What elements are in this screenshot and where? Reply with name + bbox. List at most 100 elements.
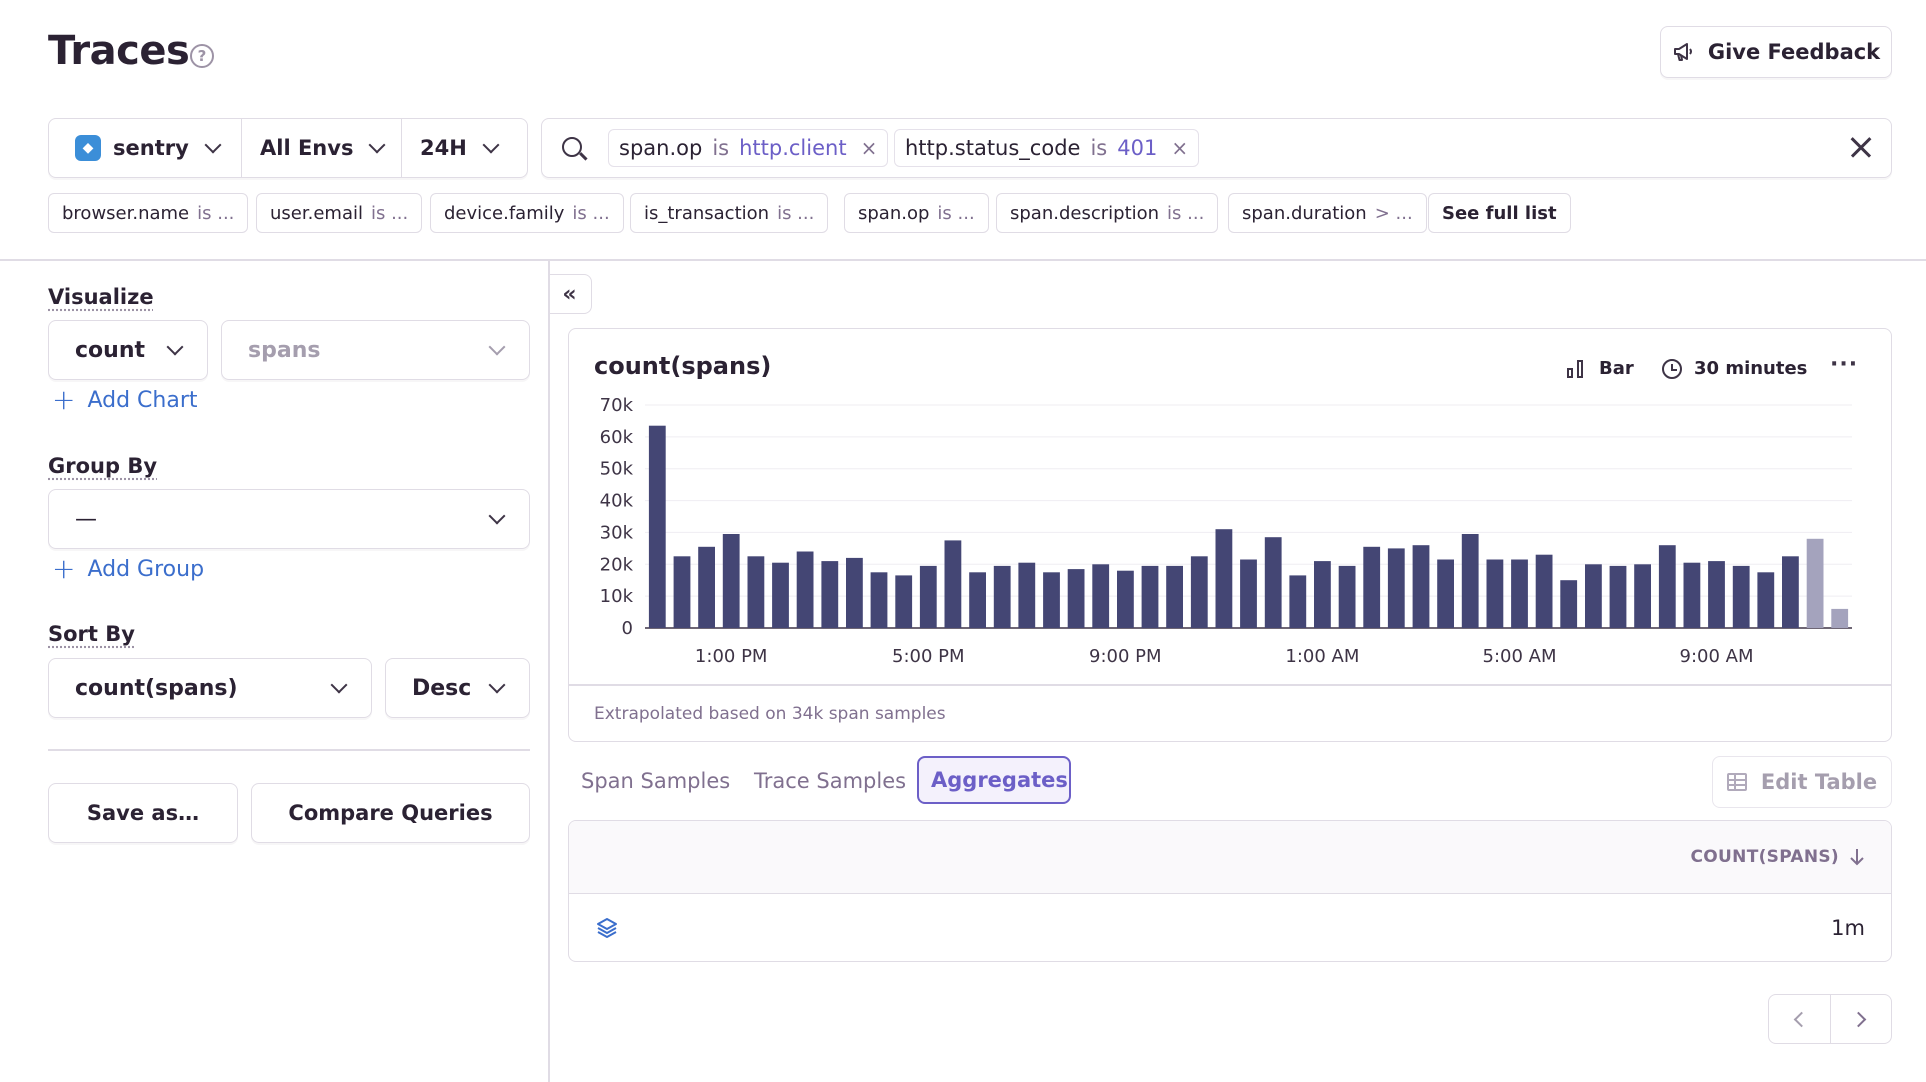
interval-selector[interactable]: 30 minutes [1662, 358, 1807, 379]
project-label: sentry [113, 136, 189, 160]
token-value[interactable]: http.client [739, 136, 847, 160]
chart-bar[interactable] [969, 572, 986, 629]
chart-bar[interactable] [821, 561, 839, 628]
filter-key-chip[interactable]: user.email is ... [256, 193, 423, 233]
project-selector[interactable]: ◆ sentry [49, 119, 241, 177]
chart-bar[interactable] [1190, 556, 1208, 628]
visualize-function-select[interactable]: count [48, 320, 208, 380]
chart-bar[interactable] [846, 557, 863, 628]
next-page-button[interactable] [1829, 995, 1892, 1043]
chart-bar[interactable] [673, 556, 691, 628]
chart-bar[interactable] [1831, 608, 1849, 628]
chart-bar[interactable] [1461, 534, 1479, 628]
chart-bar[interactable] [1732, 565, 1750, 628]
save-as-button[interactable]: Save as… [48, 783, 238, 843]
tab-trace-samples[interactable]: Trace Samples [754, 769, 907, 793]
previous-page-button[interactable] [1769, 995, 1830, 1043]
chart-bar[interactable] [1141, 565, 1159, 628]
visualize-field-select[interactable]: spans [221, 320, 530, 380]
chart-bar[interactable] [1437, 559, 1454, 629]
chart-bar[interactable] [1560, 580, 1578, 628]
chart-bar[interactable] [1117, 570, 1134, 628]
chart-bar[interactable] [1166, 565, 1183, 628]
chart-bar[interactable] [1092, 564, 1110, 628]
chart-bar[interactable] [1018, 562, 1036, 628]
filter-key-chip[interactable]: span.description is ... [996, 193, 1219, 233]
chart-bar[interactable] [1314, 561, 1331, 628]
chart-bar[interactable] [1486, 559, 1504, 629]
filter-key-chip[interactable]: span.duration > ... [1228, 193, 1427, 233]
clear-search-icon[interactable] [1847, 133, 1875, 161]
chart-bar[interactable] [1658, 545, 1676, 628]
chart-bar[interactable] [1757, 572, 1775, 629]
sort-field-select[interactable]: count(spans) [48, 658, 372, 718]
token-operator[interactable]: is [1090, 136, 1108, 160]
chart-bar[interactable] [747, 556, 765, 628]
chart-bar[interactable] [1535, 554, 1553, 628]
compare-queries-button[interactable]: Compare Queries [251, 783, 530, 843]
chart-bar[interactable] [1634, 564, 1651, 628]
panel-divider [548, 259, 550, 1082]
chart-bar[interactable] [1289, 575, 1307, 628]
chart-bar[interactable] [1511, 559, 1528, 629]
search-bar[interactable]: span.op is http.client × http.status_cod… [541, 118, 1892, 178]
search-token[interactable]: span.op is http.client × [608, 129, 889, 167]
give-feedback-button[interactable]: Give Feedback [1660, 26, 1892, 78]
remove-token-icon[interactable]: × [1171, 136, 1189, 160]
chart-bar[interactable] [796, 551, 814, 629]
chart-bar[interactable] [944, 540, 962, 628]
chart-bar[interactable] [1782, 556, 1799, 628]
add-group-button[interactable]: + Add Group [52, 555, 204, 583]
remove-token-icon[interactable]: × [860, 136, 878, 160]
chart-bar[interactable] [1806, 538, 1824, 628]
collapse-panel-button[interactable]: « [548, 274, 592, 314]
group-by-select[interactable]: — [48, 489, 530, 549]
search-token[interactable]: http.status_code is 401 × [894, 129, 1200, 167]
chart-bar[interactable] [1067, 569, 1085, 628]
filter-key-chip[interactable]: is_transaction is ... [630, 193, 829, 233]
chart-bar[interactable] [1338, 565, 1356, 628]
chart-bar[interactable] [722, 534, 740, 628]
filter-key-chip[interactable]: device.family is ... [430, 193, 624, 233]
token-value[interactable]: 401 [1117, 136, 1158, 160]
chart-bar[interactable] [1708, 561, 1725, 628]
environment-selector[interactable]: All Envs [241, 119, 401, 177]
token-operator[interactable]: is [712, 136, 730, 160]
y-tick-label: 20k [600, 554, 634, 575]
tab-aggregates[interactable]: Aggregates [917, 756, 1071, 804]
column-header-count-spans[interactable]: COUNT(SPANS) [1690, 847, 1839, 867]
chart-bar[interactable] [1240, 559, 1257, 629]
add-chart-button[interactable]: + Add Chart [52, 386, 198, 414]
filter-key-chip[interactable]: browser.name is ... [48, 193, 249, 233]
plus-icon: + [52, 383, 76, 416]
chart-type-label: Bar [1599, 358, 1634, 379]
period-selector[interactable]: 24H [401, 119, 527, 177]
chart-bar[interactable] [1264, 537, 1282, 628]
chart-bar[interactable] [1412, 545, 1430, 628]
chart-bar[interactable] [870, 572, 888, 629]
chart-bar[interactable] [698, 546, 715, 628]
sort-order-select[interactable]: Desc [385, 658, 530, 718]
chart-bar[interactable] [772, 562, 789, 628]
chart-bar[interactable] [1683, 562, 1701, 628]
edit-table-button[interactable]: Edit Table [1712, 756, 1892, 808]
chart-bar[interactable] [648, 425, 666, 628]
stack-icon[interactable] [595, 916, 619, 940]
chip-operator: is ... [937, 202, 975, 224]
chip-key: user.email [270, 202, 363, 224]
chart-bar[interactable] [895, 575, 913, 628]
chart-type-selector[interactable]: Bar [1567, 358, 1634, 379]
chart-bar[interactable] [1215, 529, 1233, 628]
see-full-list-button[interactable]: See full list [1428, 193, 1571, 233]
chart-bar[interactable] [1585, 564, 1602, 628]
chart-bar[interactable] [1043, 572, 1060, 629]
chart-bar[interactable] [1387, 548, 1405, 628]
filter-key-chip[interactable]: span.op is ... [844, 193, 989, 233]
tab-span-samples[interactable]: Span Samples [581, 769, 731, 793]
chart-bar[interactable] [919, 565, 937, 628]
chart-bar[interactable] [1363, 546, 1381, 628]
help-icon[interactable]: ? [190, 44, 214, 68]
chart-bar[interactable] [993, 565, 1011, 628]
chart-bar[interactable] [1609, 565, 1627, 628]
chart-more-button[interactable]: ··· [1830, 352, 1859, 377]
